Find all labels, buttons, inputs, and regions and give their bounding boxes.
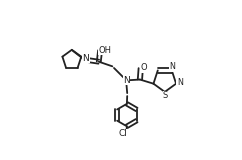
Text: N: N: [177, 78, 183, 87]
Text: N: N: [170, 62, 175, 71]
Text: OH: OH: [98, 46, 111, 55]
Text: O: O: [141, 64, 147, 72]
Text: S: S: [163, 91, 168, 100]
Text: N: N: [123, 76, 130, 85]
Text: Cl: Cl: [119, 129, 128, 138]
Text: N: N: [83, 54, 89, 63]
